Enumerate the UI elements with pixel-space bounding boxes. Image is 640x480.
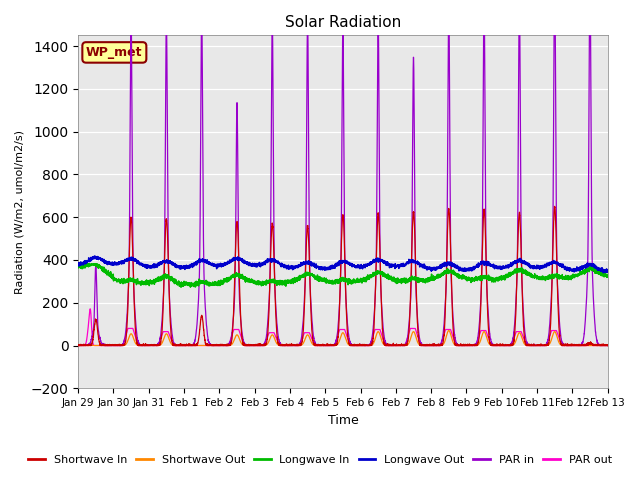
X-axis label: Time: Time [328, 414, 358, 427]
Text: WP_met: WP_met [86, 46, 143, 59]
Title: Solar Radiation: Solar Radiation [285, 15, 401, 30]
Y-axis label: Radiation (W/m2, umol/m2/s): Radiation (W/m2, umol/m2/s) [15, 130, 25, 294]
Legend: Shortwave In, Shortwave Out, Longwave In, Longwave Out, PAR in, PAR out: Shortwave In, Shortwave Out, Longwave In… [24, 451, 616, 469]
